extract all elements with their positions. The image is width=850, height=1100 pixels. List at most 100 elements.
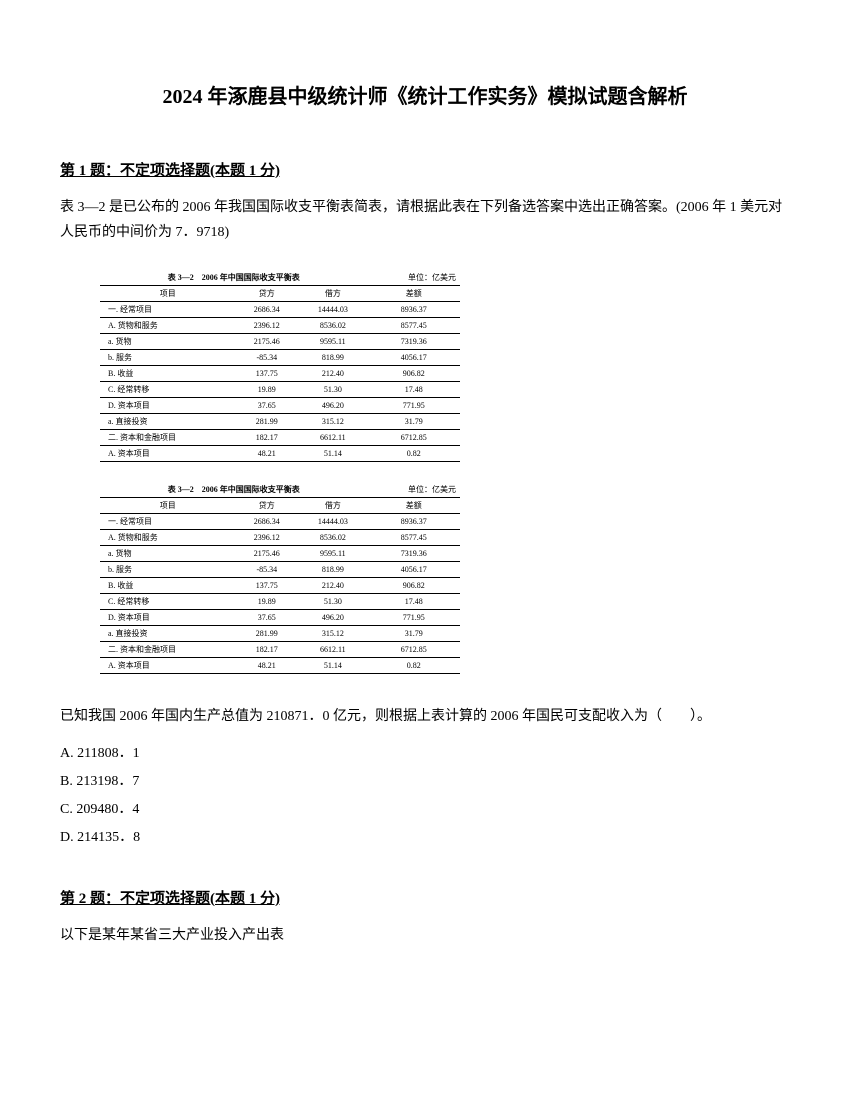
q1-header: 第 1 题：不定项选择题(本题 1 分)	[60, 159, 790, 180]
cell-debit: 496.20	[298, 398, 367, 414]
table-2-container: 表 3—2 2006 年中国国际收支平衡表 单位：亿美元 项目 贷方 借方 差额…	[100, 482, 790, 674]
q1-option-a: A. 211808．1	[60, 740, 790, 768]
balance-table-1: 表 3—2 2006 年中国国际收支平衡表 单位：亿美元 项目 贷方 借方 差额…	[100, 270, 460, 462]
col-item: 项目	[100, 286, 235, 302]
row-label: a. 直接投资	[100, 626, 235, 642]
question-2: 第 2 题：不定项选择题(本题 1 分) 以下是某年某省三大产业投入产出表	[60, 887, 790, 948]
q1-option-d: D. 214135．8	[60, 824, 790, 852]
cell-debit: 818.99	[298, 562, 367, 578]
table-row: D. 资本项目37.65496.20771.95	[100, 398, 460, 414]
question-1: 第 1 题：不定项选择题(本题 1 分) 表 3—2 是已公布的 2006 年我…	[60, 159, 790, 852]
q1-option-b: B. 213198．7	[60, 768, 790, 796]
table-row: A. 货物和服务2396.128536.028577.45	[100, 530, 460, 546]
row-label: 二. 资本和金融项目	[100, 642, 235, 658]
table-row: A. 资本项目48.2151.140.82	[100, 446, 460, 462]
page-title: 2024 年涿鹿县中级统计师《统计工作实务》模拟试题含解析	[60, 80, 790, 109]
row-label: 一. 经常项目	[100, 514, 235, 530]
table-row: C. 经常转移19.8951.3017.48	[100, 594, 460, 610]
cell-credit: -85.34	[235, 350, 298, 366]
cell-balance: 7319.36	[368, 334, 461, 350]
cell-credit: 2175.46	[235, 334, 298, 350]
cell-debit: 212.40	[298, 578, 367, 594]
cell-credit: 2175.46	[235, 546, 298, 562]
col-balance: 差额	[368, 498, 461, 514]
table-row: 一. 经常项目2686.3414444.038936.37	[100, 514, 460, 530]
table-row: B. 收益137.75212.40906.82	[100, 578, 460, 594]
cell-balance: 4056.17	[368, 562, 461, 578]
table-unit: 单位：亿美元	[368, 270, 461, 286]
col-credit: 贷方	[235, 286, 298, 302]
cell-credit: 182.17	[235, 642, 298, 658]
table-row: B. 收益137.75212.40906.82	[100, 366, 460, 382]
table-row: 二. 资本和金融项目182.176612.116712.85	[100, 642, 460, 658]
cell-balance: 0.82	[368, 658, 461, 674]
col-balance: 差额	[368, 286, 461, 302]
row-label: A. 资本项目	[100, 446, 235, 462]
cell-balance: 6712.85	[368, 430, 461, 446]
balance-table-2: 表 3—2 2006 年中国国际收支平衡表 单位：亿美元 项目 贷方 借方 差额…	[100, 482, 460, 674]
table-row: a. 直接投资281.99315.1231.79	[100, 626, 460, 642]
table-row: a. 货物2175.469595.117319.36	[100, 334, 460, 350]
cell-credit: 2686.34	[235, 514, 298, 530]
q2-header: 第 2 题：不定项选择题(本题 1 分)	[60, 887, 790, 908]
table-row: a. 货物2175.469595.117319.36	[100, 546, 460, 562]
cell-balance: 7319.36	[368, 546, 461, 562]
table-1-container: 表 3—2 2006 年中国国际收支平衡表 单位：亿美元 项目 贷方 借方 差额…	[100, 270, 790, 462]
cell-balance: 6712.85	[368, 642, 461, 658]
table-title: 表 3—2 2006 年中国国际收支平衡表	[100, 270, 368, 286]
cell-credit: 48.21	[235, 658, 298, 674]
row-label: a. 货物	[100, 334, 235, 350]
table-unit: 单位：亿美元	[368, 482, 461, 498]
row-label: b. 服务	[100, 350, 235, 366]
table-body-2: 一. 经常项目2686.3414444.038936.37A. 货物和服务239…	[100, 514, 460, 674]
row-label: A. 货物和服务	[100, 318, 235, 334]
cell-debit: 9595.11	[298, 334, 367, 350]
q1-text: 表 3—2 是已公布的 2006 年我国国际收支平衡表简表，请根据此表在下列备选…	[60, 195, 790, 245]
row-label: C. 经常转移	[100, 594, 235, 610]
row-label: B. 收益	[100, 366, 235, 382]
cell-debit: 818.99	[298, 350, 367, 366]
row-label: A. 资本项目	[100, 658, 235, 674]
cell-debit: 212.40	[298, 366, 367, 382]
cell-credit: 2396.12	[235, 318, 298, 334]
table-row: 二. 资本和金融项目182.176612.116712.85	[100, 430, 460, 446]
cell-debit: 8536.02	[298, 318, 367, 334]
cell-debit: 51.30	[298, 382, 367, 398]
cell-balance: 8936.37	[368, 302, 461, 318]
cell-credit: 137.75	[235, 578, 298, 594]
row-label: a. 直接投资	[100, 414, 235, 430]
cell-balance: 17.48	[368, 594, 461, 610]
cell-debit: 6612.11	[298, 430, 367, 446]
table-row: b. 服务-85.34818.994056.17	[100, 562, 460, 578]
table-body-1: 一. 经常项目2686.3414444.038936.37A. 货物和服务239…	[100, 302, 460, 462]
col-debit: 借方	[298, 286, 367, 302]
cell-balance: 906.82	[368, 366, 461, 382]
col-debit: 借方	[298, 498, 367, 514]
cell-credit: 281.99	[235, 626, 298, 642]
cell-debit: 9595.11	[298, 546, 367, 562]
cell-credit: 37.65	[235, 398, 298, 414]
cell-balance: 8936.37	[368, 514, 461, 530]
cell-balance: 31.79	[368, 414, 461, 430]
table-row: b. 服务-85.34818.994056.17	[100, 350, 460, 366]
cell-balance: 8577.45	[368, 318, 461, 334]
cell-credit: 19.89	[235, 382, 298, 398]
cell-balance: 31.79	[368, 626, 461, 642]
q1-option-c: C. 209480．4	[60, 796, 790, 824]
table-row: 一. 经常项目2686.3414444.038936.37	[100, 302, 460, 318]
cell-debit: 6612.11	[298, 642, 367, 658]
table-row: D. 资本项目37.65496.20771.95	[100, 610, 460, 626]
cell-debit: 14444.03	[298, 514, 367, 530]
row-label: A. 货物和服务	[100, 530, 235, 546]
row-label: B. 收益	[100, 578, 235, 594]
row-label: D. 资本项目	[100, 610, 235, 626]
cell-debit: 315.12	[298, 414, 367, 430]
row-label: 一. 经常项目	[100, 302, 235, 318]
table-row: A. 货物和服务2396.128536.028577.45	[100, 318, 460, 334]
q1-calc: 已知我国 2006 年国内生产总值为 210871．0 亿元，则根据上表计算的 …	[60, 704, 790, 729]
row-label: C. 经常转移	[100, 382, 235, 398]
cell-debit: 51.30	[298, 594, 367, 610]
cell-credit: 48.21	[235, 446, 298, 462]
table-row: C. 经常转移19.8951.3017.48	[100, 382, 460, 398]
cell-credit: 281.99	[235, 414, 298, 430]
